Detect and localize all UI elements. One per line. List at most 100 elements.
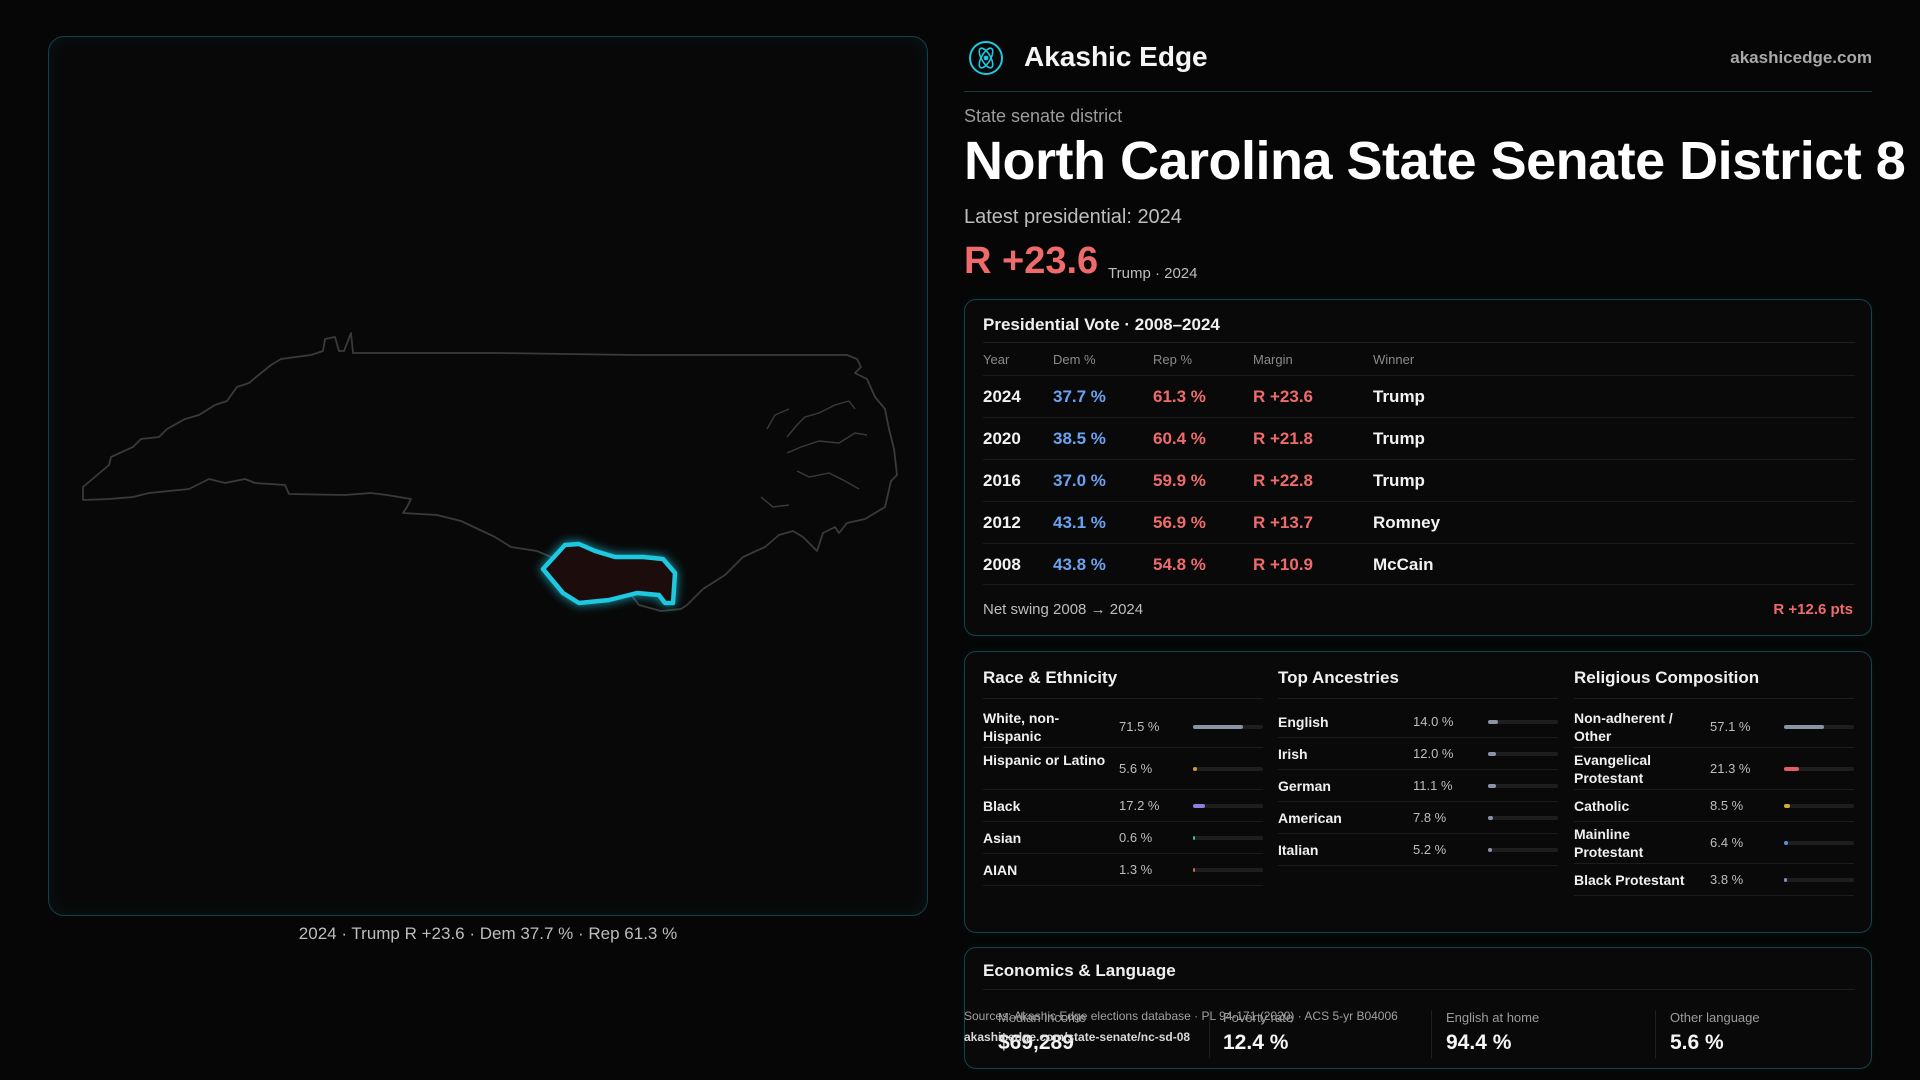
bar-track xyxy=(1784,767,1854,771)
presidential-card-title: Presidential Vote · 2008–2024 xyxy=(983,315,1220,334)
map-caption: 2024 · Trump R +23.6 · Dem 37.7 % · Rep … xyxy=(298,924,678,943)
item-label: Black Protestant xyxy=(1574,872,1685,888)
item-percent: 8.5 % xyxy=(1710,798,1744,813)
bar-fill xyxy=(1193,725,1244,729)
row-winner: Trump xyxy=(1373,387,1425,406)
source-footer: Sources: Akashic Edge elections database… xyxy=(964,1006,1398,1048)
bar-track xyxy=(1784,725,1854,729)
list-item: German 11.1 % xyxy=(1278,770,1558,802)
row-year: 2016 xyxy=(983,471,1021,490)
divider xyxy=(983,698,1263,699)
table-row: 2012 43.1 % 56.9 % R +13.7 Romney xyxy=(983,501,1855,543)
list-item: Black 17.2 % xyxy=(983,790,1263,822)
economics-language-card: Economics & Language Median income $69,2… xyxy=(964,947,1872,1069)
row-rep: 61.3 % xyxy=(1153,387,1206,406)
bar-fill xyxy=(1784,767,1799,771)
list-item: Italian 5.2 % xyxy=(1278,834,1558,866)
table-row: 2016 37.0 % 59.9 % R +22.8 Trump xyxy=(983,459,1855,501)
divider xyxy=(1574,698,1854,699)
bar-track xyxy=(1488,720,1558,724)
stat-label: Other language xyxy=(1670,1010,1760,1025)
divider xyxy=(983,342,1855,343)
other-language-stat: Other language 5.6 % xyxy=(1670,1010,1760,1055)
bar-fill xyxy=(1784,725,1824,729)
bar-fill xyxy=(1193,868,1195,872)
item-percent: 21.3 % xyxy=(1710,761,1751,776)
item-label: Mainline Protestant xyxy=(1574,826,1644,860)
brand-header: Akashic Edge akashicedge.com xyxy=(964,36,1872,92)
item-percent: 3.8 % xyxy=(1710,872,1744,887)
map-panel[interactable] xyxy=(48,36,928,916)
row-dem: 37.0 % xyxy=(1053,471,1106,490)
sound-islands xyxy=(760,400,868,508)
stat-value: 12.4 % xyxy=(1223,1031,1289,1054)
row-winner: McCain xyxy=(1373,555,1434,574)
row-year: 2008 xyxy=(983,555,1021,574)
column-header-margin: Margin xyxy=(1253,352,1293,367)
row-dem: 43.8 % xyxy=(1053,555,1106,574)
table-row: 2024 37.7 % 61.3 % R +23.6 Trump xyxy=(983,375,1855,417)
list-item: Black Protestant 3.8 % xyxy=(1574,864,1854,896)
poverty-rate-stat: Poverty rate 12.4 % xyxy=(1223,1010,1293,1055)
religious-composition-title: Religious Composition xyxy=(1574,668,1760,687)
item-label: Catholic xyxy=(1574,798,1630,814)
state-outline xyxy=(82,332,898,612)
item-label: Non-adherent / Other xyxy=(1574,710,1673,744)
list-item: American 7.8 % xyxy=(1278,802,1558,834)
item-label: English xyxy=(1278,714,1329,730)
latest-margin-note: Trump · 2024 xyxy=(1108,265,1198,282)
source-text: Sources: Akashic Edge elections database… xyxy=(964,1009,1398,1023)
item-percent: 14.0 % xyxy=(1413,714,1454,729)
row-winner: Trump xyxy=(1373,471,1425,490)
atom-circle-icon[interactable] xyxy=(968,40,1004,76)
list-item: Hispanic or Latino 5.6 % xyxy=(983,748,1263,790)
demographics-card: Race & Ethnicity White, non-Hispanic 71.5… xyxy=(964,651,1872,933)
bar-track xyxy=(1784,804,1854,808)
item-percent: 5.6 % xyxy=(1119,761,1153,776)
item-label: Black xyxy=(983,798,1021,814)
bar-track xyxy=(1488,848,1558,852)
brand-url-link[interactable]: akashicedge.com xyxy=(1730,48,1872,67)
bar-track xyxy=(1193,868,1263,872)
bar-track xyxy=(1193,725,1263,729)
row-rep: 56.9 % xyxy=(1153,513,1206,532)
brand-name[interactable]: Akashic Edge xyxy=(1024,41,1208,72)
item-label: Hispanic or Latino xyxy=(983,752,1106,768)
top-ancestries-section: Top Ancestries English 14.0 % Irish 12.0 % G… xyxy=(1278,652,1560,932)
row-rep: 54.8 % xyxy=(1153,555,1206,574)
latest-margin: R +23.6 xyxy=(964,240,1099,282)
district-map[interactable] xyxy=(49,37,929,917)
item-label: Evangelical Protestant xyxy=(1574,752,1652,786)
row-margin: R +23.6 xyxy=(1253,387,1314,406)
list-item: Asian 0.6 % xyxy=(983,822,1263,854)
stat-label: Poverty rate xyxy=(1223,1010,1294,1025)
column-header-dem: Dem % xyxy=(1053,352,1096,367)
divider xyxy=(1209,1010,1210,1058)
source-link[interactable]: akashicedge.com/state-senate/nc-sd-08 xyxy=(964,1030,1191,1044)
column-header-year: Year xyxy=(983,352,1010,367)
list-item: Catholic 8.5 % xyxy=(1574,790,1854,822)
bar-fill xyxy=(1488,752,1497,756)
bar-track xyxy=(1193,804,1263,808)
list-item: Irish 12.0 % xyxy=(1278,738,1558,770)
net-swing-value: R +12.6 pts xyxy=(1773,601,1853,618)
table-row: 2008 43.8 % 54.8 % R +10.9 McCain xyxy=(983,543,1855,585)
stat-label: Median income xyxy=(998,1010,1087,1025)
list-item: Mainline Protestant 6.4 % xyxy=(1574,822,1854,864)
bar-fill xyxy=(1784,878,1787,882)
district-8-shape[interactable] xyxy=(540,541,678,606)
divider xyxy=(1278,698,1558,699)
list-item: White, non-Hispanic 71.5 % xyxy=(983,706,1263,748)
bar-fill xyxy=(1488,784,1496,788)
race-ethnicity-title: Race & Ethnicity xyxy=(983,668,1118,687)
item-label: Irish xyxy=(1278,746,1308,762)
item-percent: 71.5 % xyxy=(1119,719,1160,734)
item-label: Italian xyxy=(1278,842,1319,858)
row-margin: R +13.7 xyxy=(1253,513,1314,532)
page-title: North Carolina State Senate District 8 xyxy=(964,131,1906,191)
stat-value: 94.4 % xyxy=(1446,1031,1512,1054)
bar-track xyxy=(1488,784,1558,788)
economics-card-title: Economics & Language xyxy=(983,961,1176,980)
stat-value: $69,289 xyxy=(998,1031,1074,1054)
bar-track xyxy=(1784,878,1854,882)
